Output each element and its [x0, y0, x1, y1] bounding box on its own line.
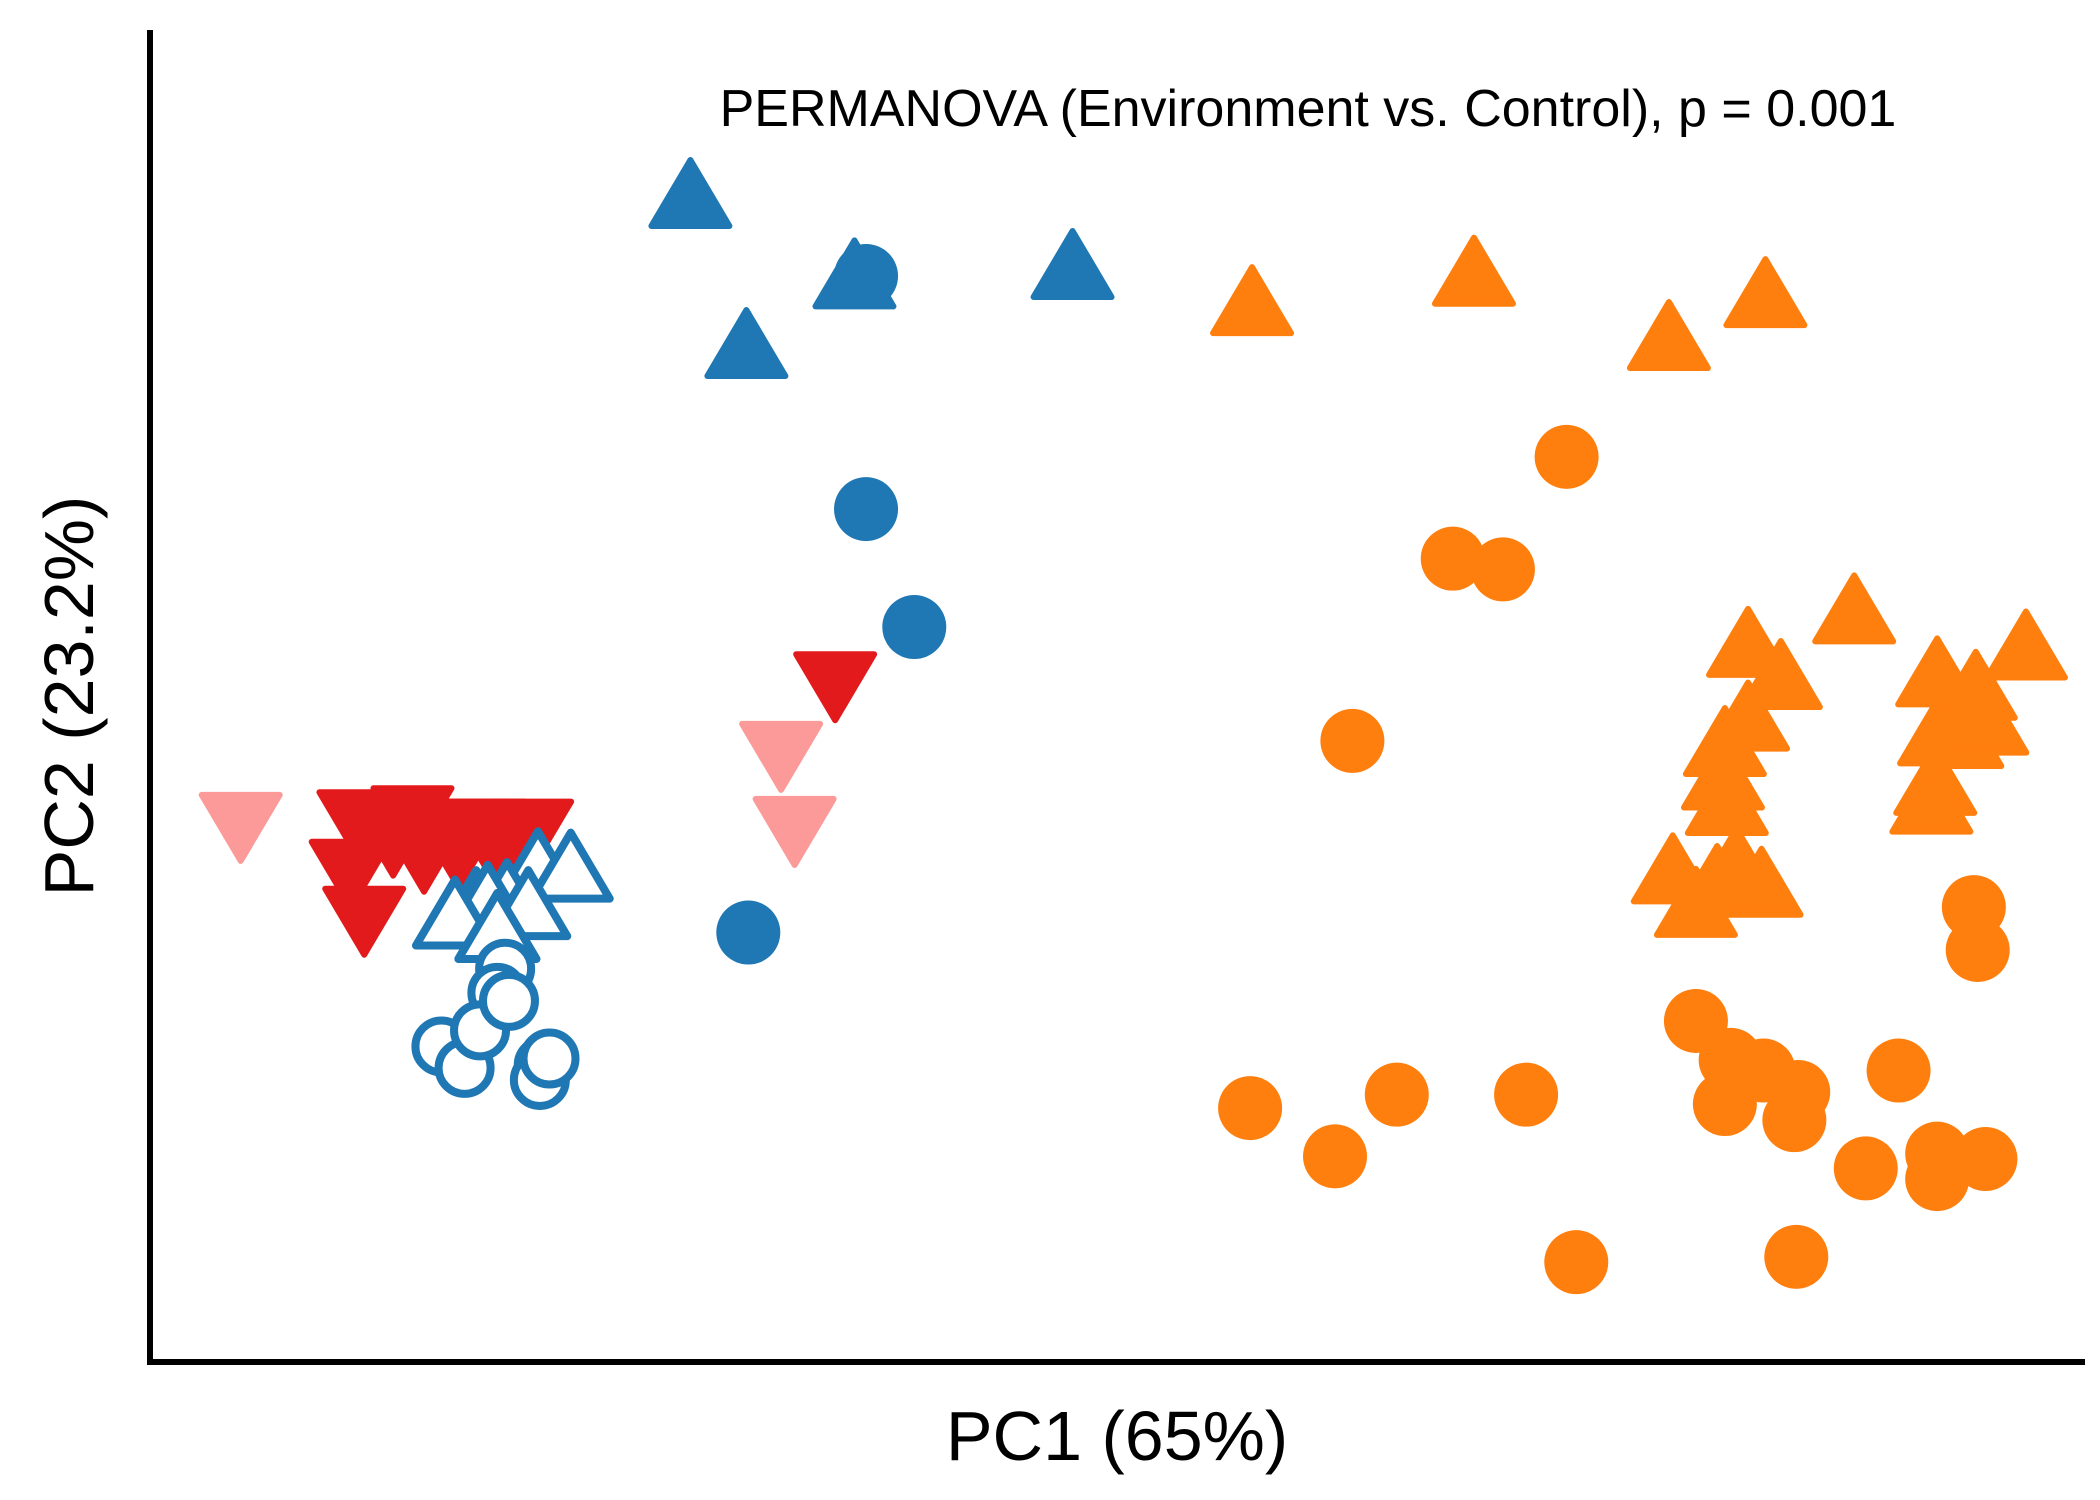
point-filled-triangle-up-s0-3: [704, 307, 789, 380]
permanova-annotation: PERMANOVA (Environment vs. Control), p =…: [720, 80, 1897, 138]
point-filled-circle-s1-0: [834, 243, 899, 308]
point-filled-circle-s3-0: [1534, 424, 1599, 489]
x-axis-title: PC1 (65%): [946, 1397, 1288, 1475]
point-filled-triangle-down-s5-1: [739, 720, 824, 793]
point-filled-circle-s3-17: [1905, 1147, 1970, 1212]
point-filled-triangle-down-s4-9: [382, 822, 467, 895]
point-filled-triangle-down-s4-11: [322, 885, 407, 958]
point-filled-circle-s3-16: [1953, 1127, 2018, 1191]
point-filled-triangle-up-s2-0: [1210, 264, 1295, 337]
point-filled-circle-s3-12: [1494, 1062, 1559, 1127]
point-filled-circle-s3-10: [1692, 1072, 1757, 1137]
point-filled-triangle-up-s2-17: [1684, 764, 1769, 836]
point-filled-circle-s1-3: [716, 900, 781, 965]
point-filled-circle-s3-15: [1833, 1136, 1898, 1201]
point-filled-circle-s3-18: [1364, 1062, 1429, 1127]
y-axis-title: PC2 (23.2%): [30, 496, 108, 897]
point-filled-triangle-down-s4-0: [793, 651, 878, 724]
point-filled-triangle-down-s5-2: [752, 795, 837, 868]
point-filled-circle-s3-19: [1218, 1076, 1283, 1141]
point-filled-circle-s3-9: [1866, 1038, 1931, 1103]
point-filled-triangle-up-s2-22: [1719, 845, 1804, 918]
point-filled-triangle-up-s2-13: [1945, 683, 2030, 756]
point-filled-circle-s3-2: [1470, 537, 1535, 602]
point-filled-circle-s3-21: [1544, 1230, 1609, 1295]
point-filled-triangle-up-s0-2: [1030, 228, 1115, 300]
point-filled-triangle-up-s2-7: [1983, 608, 2068, 681]
point-filled-triangle-up-s2-18: [1889, 762, 1974, 835]
point-open-triangle-up-s6-4: [527, 828, 614, 903]
point-filled-triangle-down-s5-0: [198, 791, 283, 864]
point-open-circle-s7-7: [478, 970, 539, 1031]
point-filled-triangle-up-s2-2: [1723, 256, 1808, 329]
point-filled-triangle-up-s2-23: [1653, 865, 1738, 938]
point-filled-circle-s3-1: [1420, 526, 1485, 591]
point-filled-triangle-down-s4-10: [308, 838, 393, 911]
point-filled-triangle-up-s2-6: [1738, 638, 1823, 711]
point-filled-circle-s3-13: [1762, 1088, 1827, 1153]
point-filled-circle-s3-20: [1303, 1124, 1368, 1189]
point-filled-circle-s3-22: [1764, 1224, 1829, 1289]
point-filled-circle-s3-3: [1320, 708, 1385, 773]
point-filled-triangle-up-s0-0: [648, 156, 733, 229]
data-points: [198, 156, 2068, 1295]
point-filled-triangle-up-s2-1: [1431, 234, 1516, 307]
point-filled-triangle-up-s2-4: [1812, 572, 1897, 645]
point-filled-circle-s1-1: [834, 477, 899, 542]
point-open-circle-s7-8: [519, 1028, 580, 1089]
point-filled-circle-s3-5: [1945, 917, 2010, 982]
point-filled-circle-s1-2: [882, 595, 947, 660]
point-filled-triangle-up-s2-3: [1626, 299, 1711, 372]
